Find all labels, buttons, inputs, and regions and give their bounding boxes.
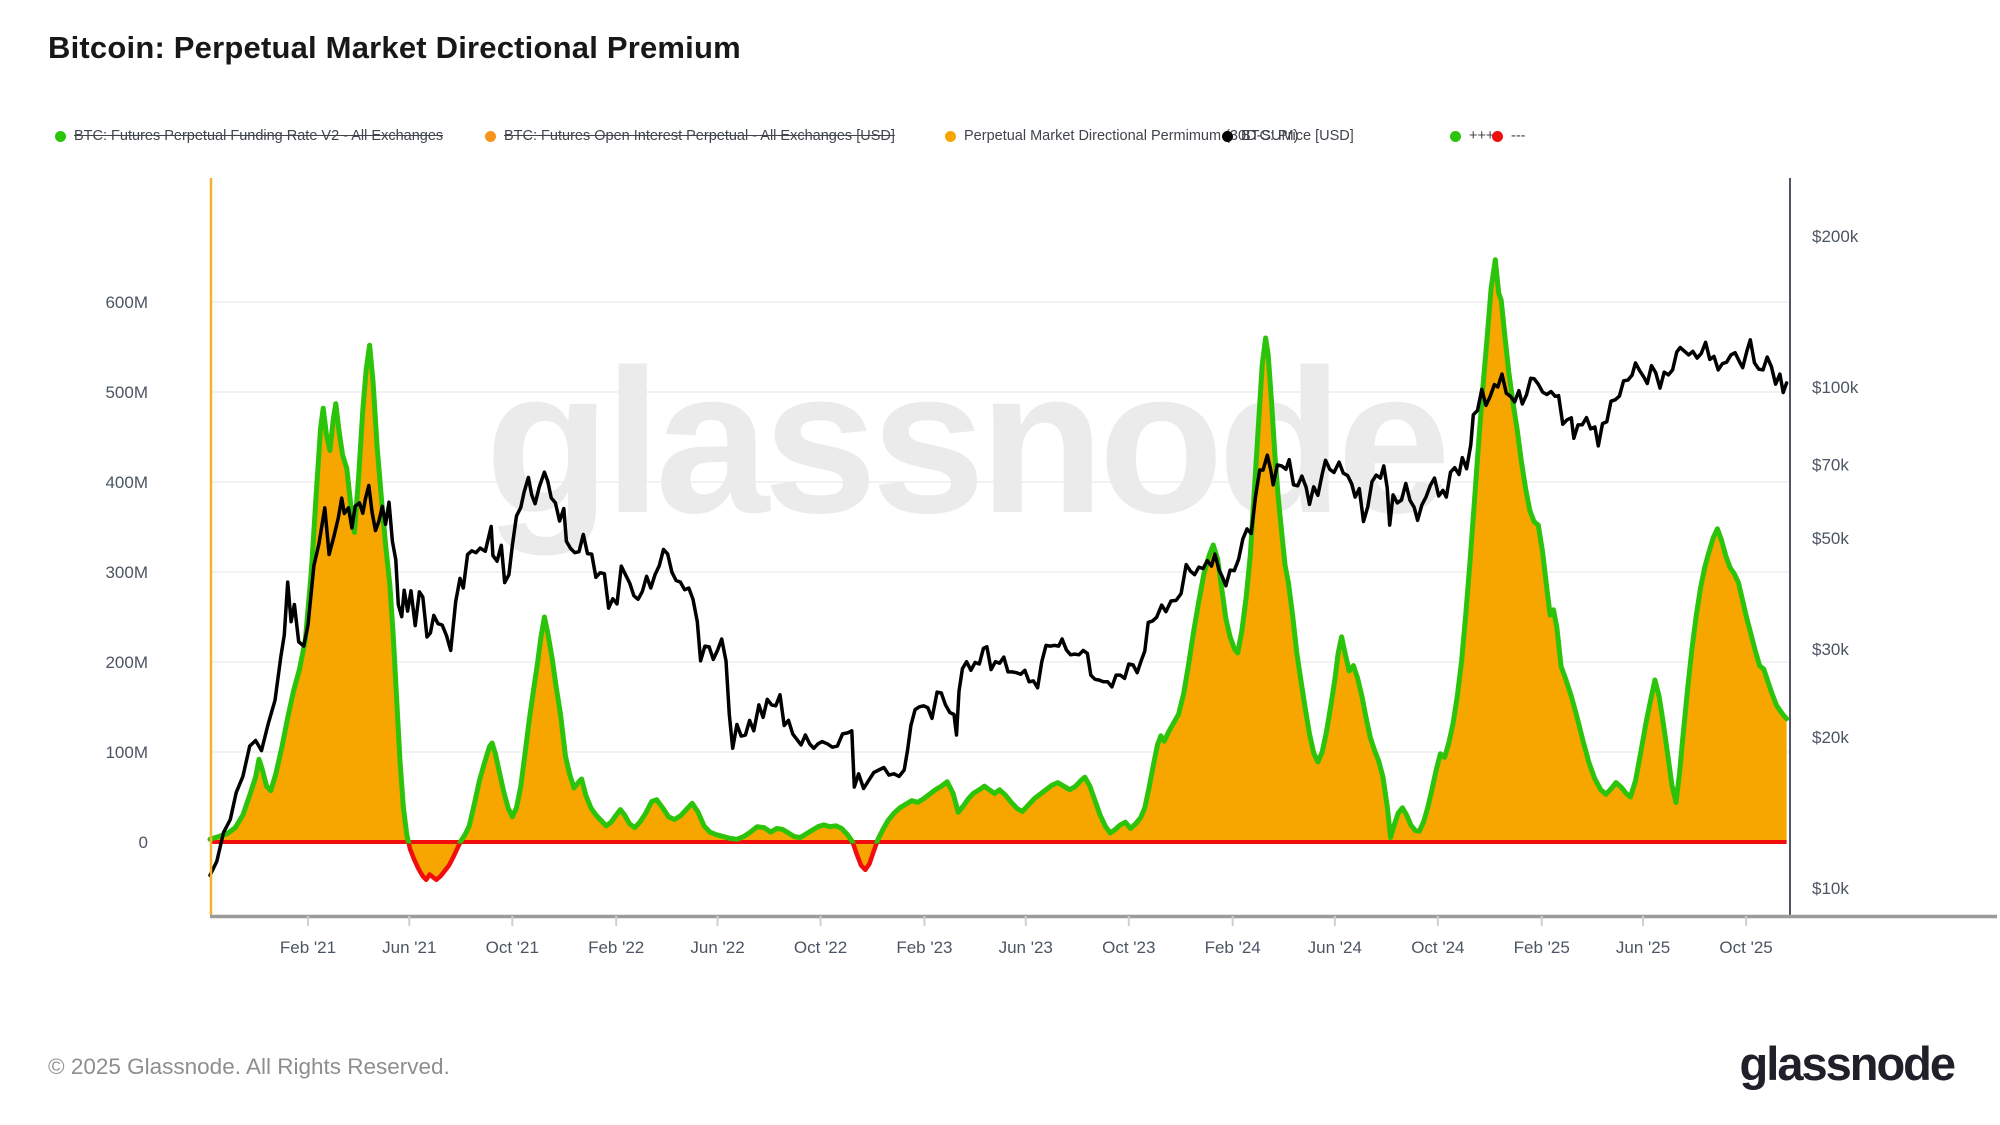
legend-dot-icon bbox=[485, 130, 496, 142]
x-axis-label: Feb '23 bbox=[896, 938, 952, 957]
left-axis-label: 200M bbox=[105, 653, 148, 672]
left-axis-label: 300M bbox=[105, 563, 148, 582]
legend: BTC: Futures Perpetual Funding Rate V2 -… bbox=[0, 128, 2000, 150]
legend-dot-icon bbox=[1492, 130, 1503, 142]
legend-label: --- bbox=[1511, 128, 1526, 144]
right-axis-label: $50k bbox=[1812, 529, 1849, 548]
copyright-text: © 2025 Glassnode. All Rights Reserved. bbox=[48, 1054, 450, 1079]
left-axis-label: 0 bbox=[139, 833, 148, 852]
x-axis-label: Oct '23 bbox=[1102, 938, 1155, 957]
right-axis-label: $70k bbox=[1812, 456, 1849, 475]
legend-dot-icon bbox=[945, 130, 956, 142]
x-axis-label: Feb '21 bbox=[280, 938, 336, 957]
left-axis-label: 100M bbox=[105, 743, 148, 762]
x-axis-label: Oct '25 bbox=[1719, 938, 1772, 957]
x-axis-label: Oct '22 bbox=[794, 938, 847, 957]
legend-dot-icon bbox=[55, 130, 66, 142]
left-axis-label: 400M bbox=[105, 473, 148, 492]
x-axis-label: Jun '25 bbox=[1616, 938, 1670, 957]
legend-item-4[interactable]: +++ bbox=[1450, 128, 1494, 144]
plot-area[interactable] bbox=[210, 178, 1790, 915]
legend-label: BTC: Price [USD] bbox=[1241, 128, 1354, 144]
right-axis-label: $10k bbox=[1812, 879, 1849, 898]
x-axis-label: Jun '24 bbox=[1308, 938, 1362, 957]
legend-item-3[interactable]: BTC: Price [USD] bbox=[1222, 128, 1354, 144]
btc-price-line bbox=[208, 338, 1789, 878]
axis-labels: 600M 500M 400M 300M 200M 100M 0 $200k $100k $70k $… bbox=[105, 227, 1858, 957]
legend-item-2[interactable]: Perpetual Market Directional Permimum (3… bbox=[945, 128, 1298, 144]
axis-tick-marks bbox=[306, 916, 1748, 926]
series-layer bbox=[207, 257, 1790, 883]
x-axis-label: Jun '22 bbox=[690, 938, 744, 957]
legend-dot-icon bbox=[1222, 130, 1233, 142]
premium-outline-positive bbox=[207, 257, 1790, 844]
legend-item-0[interactable]: BTC: Futures Perpetual Funding Rate V2 -… bbox=[55, 128, 443, 144]
left-axis-label: 600M bbox=[105, 293, 148, 312]
legend-label: BTC: Futures Perpetual Funding Rate V2 -… bbox=[74, 128, 444, 144]
legend-item-1[interactable]: BTC: Futures Open Interest Perpetual - A… bbox=[485, 128, 895, 144]
legend-dot-icon bbox=[1450, 130, 1461, 142]
x-axis-label: Oct '21 bbox=[486, 938, 539, 957]
glassnode-logo: glassnode bbox=[1739, 1037, 1956, 1090]
x-axis-label: Feb '25 bbox=[1514, 938, 1570, 957]
x-axis-label: Feb '24 bbox=[1205, 938, 1261, 957]
left-axis-label: 500M bbox=[105, 383, 148, 402]
x-axis-label: Jun '23 bbox=[999, 938, 1053, 957]
legend-label: +++ bbox=[1469, 128, 1495, 144]
right-axis-label: $200k bbox=[1812, 227, 1859, 246]
right-axis-label: $20k bbox=[1812, 728, 1849, 747]
watermark: glassnode bbox=[485, 327, 1445, 556]
page-title: Bitcoin: Perpetual Market Directional Pr… bbox=[48, 30, 741, 65]
legend-label: Perpetual Market Directional Permimum (3… bbox=[964, 128, 1299, 144]
right-axis-label: $30k bbox=[1812, 640, 1849, 659]
legend-label: BTC: Futures Open Interest Perpetual - A… bbox=[504, 128, 895, 144]
x-axis-label: Jun '21 bbox=[382, 938, 436, 957]
legend-item-5[interactable]: --- bbox=[1492, 128, 1526, 144]
x-axis-label: Oct '24 bbox=[1411, 938, 1464, 957]
x-axis-label: Feb '22 bbox=[588, 938, 644, 957]
right-axis-label: $100k bbox=[1812, 378, 1859, 397]
